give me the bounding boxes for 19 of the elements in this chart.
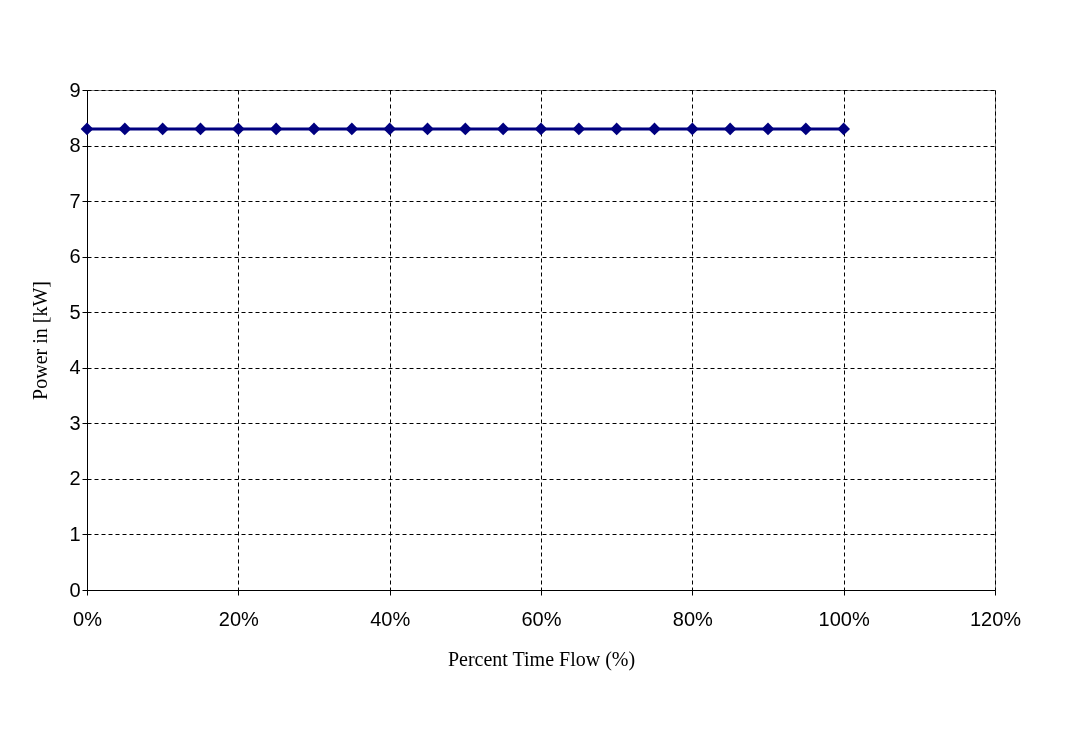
x-tick-label: 40% (370, 607, 411, 630)
y-tick-label: 4 (69, 356, 81, 379)
y-tick-label: 2 (69, 467, 81, 490)
y-tick-label: 8 (69, 134, 81, 157)
x-axis-title: Percent Time Flow (%) (447, 647, 636, 671)
x-tick-label: 20% (218, 607, 260, 630)
y-tick-label: 5 (69, 300, 81, 323)
y-tick-label: 7 (69, 189, 81, 212)
x-tick-label: 100% (818, 607, 870, 630)
y-tick-label: 0 (69, 578, 81, 601)
y-tick-label: 3 (69, 411, 81, 434)
y-axis-title: Power in [kW] (29, 281, 52, 400)
y-tick-label: 1 (69, 522, 81, 545)
y-tick-label: 9 (69, 78, 81, 101)
x-tick-label: 60% (521, 607, 562, 630)
x-tick-label: 0% (73, 607, 103, 630)
x-tick-label: 80% (672, 607, 714, 630)
x-tick-label: 120% (969, 607, 1022, 630)
y-tick-label: 6 (69, 245, 81, 268)
